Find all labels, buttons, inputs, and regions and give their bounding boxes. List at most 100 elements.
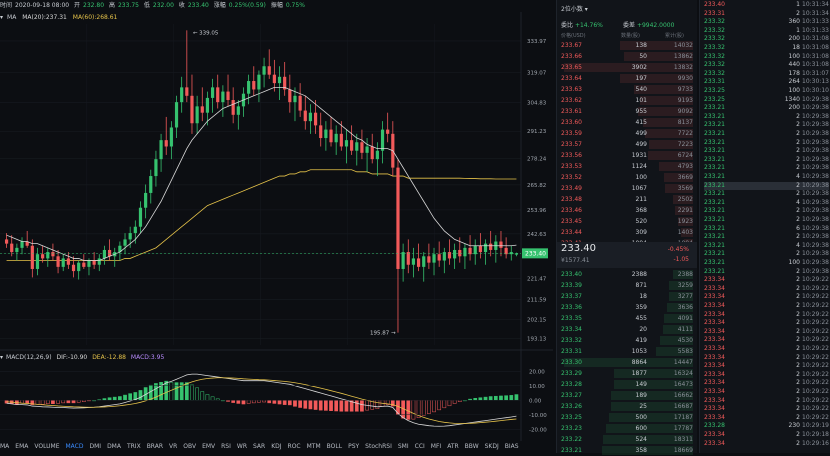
chevron-down-icon[interactable]: ▾ <box>0 354 4 361</box>
book-price: 233.26 <box>561 403 582 410</box>
chevron-down-icon: ▾ <box>584 6 588 13</box>
book-total: 4530 <box>677 337 693 344</box>
macd-bar <box>148 384 153 401</box>
indicator-tab-mfi[interactable]: MFI <box>430 443 442 450</box>
indicator-tab-rsi[interactable]: RSI <box>221 443 231 450</box>
indicator-tab-vr[interactable]: VR <box>169 443 178 450</box>
candle <box>380 121 385 164</box>
bid-row[interactable]: 233.31 1053 5583 <box>561 346 693 357</box>
ask-row[interactable]: 233.67 138 14032 <box>561 40 693 51</box>
macd-bar <box>473 397 478 401</box>
macd-bar <box>447 400 452 407</box>
trade-time: 10:29:38 <box>802 155 829 163</box>
candle <box>416 243 421 272</box>
bid-row[interactable]: 233.27 189 16662 <box>561 390 693 401</box>
candle-body <box>61 258 65 267</box>
bid-row[interactable]: 233.35 455 4091 <box>561 313 693 324</box>
indicator-tab-bbw[interactable]: BBW <box>464 443 479 450</box>
ask-row[interactable]: 233.59 499 7722 <box>561 128 693 139</box>
indicator-tab-brar[interactable]: BRAR <box>146 443 164 450</box>
indicator-tab-trix[interactable]: TRIX <box>126 443 141 450</box>
bid-row[interactable]: 233.32 419 4530 <box>561 335 693 346</box>
ask-row[interactable]: 233.63 540 9733 <box>561 84 693 95</box>
depth-bar <box>656 347 693 356</box>
ask-row[interactable]: 233.64 197 9930 <box>561 73 693 84</box>
low-value: 232.00 <box>152 2 174 9</box>
trade-qty: 200 <box>788 35 800 43</box>
kline-chart-pane[interactable]: 时间 2020-09-18 08:00 开 232.80 高 233.75 低 232.… <box>0 0 553 453</box>
indicator-tab-obv[interactable]: OBV <box>183 443 197 450</box>
ask-row[interactable]: 233.61 955 9092 <box>561 106 693 117</box>
indicator-tab-stochrsi[interactable]: StochRSI <box>365 443 392 450</box>
bid-row[interactable]: 233.40 2388 2388 <box>561 269 693 280</box>
bid-row[interactable]: 233.22 524 18311 <box>561 434 693 445</box>
indicator-tab-mtm[interactable]: MTM <box>306 443 321 450</box>
indicator-tab-psy[interactable]: PSY <box>348 443 360 450</box>
bid-row[interactable]: 233.25 500 17187 <box>561 412 693 423</box>
candle-body <box>514 253 519 255</box>
indicator-tab-dmi[interactable]: DMI <box>89 443 102 450</box>
indicator-tab-atr[interactable]: ATR <box>447 443 459 450</box>
candle-body <box>447 252 452 259</box>
indicator-tab-sar[interactable]: SAR <box>253 443 266 450</box>
indicator-tab-ema[interactable]: EMA <box>15 443 29 450</box>
candle <box>123 233 127 255</box>
ask-row[interactable]: 233.65 3902 13832 <box>561 62 693 73</box>
bid-row[interactable]: 233.21 358 18669 <box>561 445 693 456</box>
indicator-tab-boll[interactable]: BOLL <box>326 443 343 450</box>
trade-time: 10:29:38 <box>802 250 829 258</box>
candle <box>56 249 60 274</box>
indicator-tab-dma[interactable]: DMA <box>107 443 121 450</box>
depth-bar <box>662 325 693 334</box>
ask-row[interactable]: 233.66 50 13862 <box>561 51 693 62</box>
indicator-tab-bias[interactable]: BIAS <box>504 443 519 450</box>
bid-row[interactable]: 233.34 20 4111 <box>561 324 693 335</box>
ask-row[interactable]: 233.46 368 2291 <box>561 205 693 216</box>
ask-row[interactable]: 233.53 1124 4793 <box>561 161 693 172</box>
macd-label[interactable]: MACD(12,26,9) <box>6 354 52 361</box>
indicator-tab-emv[interactable]: EMV <box>202 443 216 450</box>
bid-row[interactable]: 233.36 359 3636 <box>561 302 693 313</box>
ask-row[interactable]: 233.62 101 9193 <box>561 95 693 106</box>
ask-row[interactable]: 233.45 520 1923 <box>561 216 693 227</box>
ask-row[interactable]: 233.52 100 3669 <box>561 172 693 183</box>
trade-qty: 2 <box>796 345 800 352</box>
macd-bar <box>92 400 96 402</box>
ask-row[interactable]: 233.48 211 2502 <box>561 194 693 205</box>
indicator-tab-cci[interactable]: CCI <box>414 443 425 450</box>
indicator-tab-smi[interactable]: SMI <box>397 443 409 450</box>
trade-price: 233.21 <box>704 259 725 266</box>
indicator-tab-kdj[interactable]: KDJ <box>271 443 282 450</box>
ask-row[interactable]: 233.44 309 1403 <box>561 227 693 238</box>
candle-body <box>25 241 29 246</box>
trade-qty: 2 <box>796 233 800 241</box>
bid-row[interactable]: 233.29 1877 16324 <box>561 368 693 379</box>
price-tick: 278.24 <box>527 157 547 163</box>
indicator-tab-ma[interactable]: MA <box>0 443 10 450</box>
bid-row[interactable]: 233.37 18 3277 <box>561 291 693 302</box>
candle <box>149 169 153 204</box>
macd-bar <box>128 393 133 401</box>
bid-row[interactable]: 233.30 8864 14447 <box>561 357 693 368</box>
chevron-down-icon[interactable]: ▾ <box>0 14 4 21</box>
depth-selector[interactable]: 2位小数 ▾ <box>561 6 588 13</box>
ask-row[interactable]: 233.49 1067 3569 <box>561 183 693 194</box>
indicator-tab-volume[interactable]: VOLUME <box>34 443 60 450</box>
ask-row[interactable]: 233.57 499 7223 <box>561 139 693 150</box>
bid-row[interactable]: 233.39 871 3259 <box>561 280 693 291</box>
indicator-tab-macd[interactable]: MACD <box>65 443 84 450</box>
bid-row[interactable]: 233.23 600 17787 <box>561 423 693 434</box>
ask-row[interactable]: 233.56 1931 6724 <box>561 150 693 161</box>
ma-label[interactable]: MA <box>7 14 17 21</box>
indicator-tab-roc[interactable]: ROC <box>287 443 301 450</box>
bid-row[interactable]: 233.28 149 16473 <box>561 379 693 390</box>
trade-qty: 2 <box>796 112 800 120</box>
trade-qty: 4 <box>796 173 800 180</box>
trade-price: 233.34 <box>704 431 725 438</box>
indicator-tab-skdj[interactable]: SKDJ <box>484 443 499 450</box>
macd-bar <box>483 396 488 401</box>
bid-row[interactable]: 233.26 25 16687 <box>561 401 693 412</box>
ask-row[interactable]: 233.60 415 8137 <box>561 117 693 128</box>
indicator-tab-wr[interactable]: WR <box>236 443 247 450</box>
trade-price: 233.34 <box>704 413 725 421</box>
